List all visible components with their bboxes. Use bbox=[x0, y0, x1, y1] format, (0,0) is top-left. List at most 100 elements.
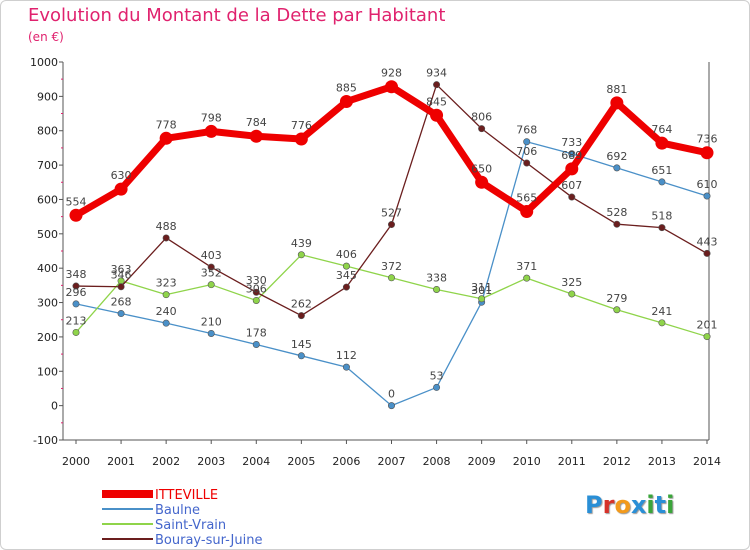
data-point bbox=[475, 175, 489, 189]
data-point bbox=[703, 333, 711, 341]
legend-label: Saint-Vrain bbox=[155, 518, 226, 533]
logo-letter: x bbox=[630, 491, 647, 519]
data-label: 325 bbox=[561, 276, 582, 289]
data-label: 306 bbox=[246, 282, 267, 295]
x-tick-label: 2007 bbox=[378, 455, 406, 468]
legend: ITTEVILLEBaulneSaint-VrainBouray-sur-Jui… bbox=[102, 488, 262, 548]
data-label: 311 bbox=[471, 281, 492, 294]
y-tick-label: 900 bbox=[37, 90, 58, 103]
data-point bbox=[613, 164, 621, 172]
data-label: 345 bbox=[336, 269, 357, 282]
data-point bbox=[207, 329, 215, 337]
data-point bbox=[249, 129, 263, 143]
data-point bbox=[523, 159, 531, 167]
data-labels: 296 268 240 210 178 145 112 0 53 301 768 733 692 651 6… bbox=[66, 67, 718, 401]
x-tick-label: 2001 bbox=[107, 455, 135, 468]
data-point bbox=[658, 224, 666, 232]
x-tick-label: 2009 bbox=[468, 455, 496, 468]
x-tick-label: 2002 bbox=[152, 455, 180, 468]
data-point bbox=[430, 108, 444, 122]
data-label: 145 bbox=[291, 338, 312, 351]
logo-letter: o bbox=[614, 491, 631, 519]
data-label: 352 bbox=[201, 267, 222, 280]
axes: -100 0 100 200 300 400 500 600 700 800 900 1000 2000… bbox=[30, 56, 721, 468]
data-point bbox=[342, 283, 350, 291]
data-label: 443 bbox=[697, 235, 718, 248]
chart-title: Evolution du Montant de la Dette par Hab… bbox=[28, 5, 446, 26]
data-label: 733 bbox=[561, 136, 582, 149]
data-label: 610 bbox=[697, 178, 718, 191]
data-label: 338 bbox=[426, 271, 447, 284]
data-point bbox=[339, 95, 353, 109]
data-point bbox=[294, 132, 308, 146]
x-tick-label: 2012 bbox=[603, 455, 631, 468]
data-point bbox=[658, 178, 666, 186]
data-label: 764 bbox=[651, 123, 672, 136]
data-label: 934 bbox=[426, 67, 447, 80]
data-point bbox=[207, 281, 215, 289]
data-label: 348 bbox=[66, 268, 87, 281]
data-point bbox=[433, 285, 441, 293]
data-point bbox=[700, 146, 714, 160]
logo-letter: t bbox=[654, 491, 667, 519]
data-label: 210 bbox=[201, 315, 222, 328]
data-label: 778 bbox=[156, 118, 177, 131]
series-lines bbox=[69, 80, 714, 410]
data-point bbox=[658, 319, 666, 327]
data-point bbox=[342, 262, 350, 270]
y-tick-label: 400 bbox=[37, 262, 58, 275]
data-label: 651 bbox=[651, 164, 672, 177]
legend-label: Bouray-sur-Juine bbox=[155, 533, 262, 548]
data-point bbox=[568, 193, 576, 201]
data-label: 806 bbox=[471, 111, 492, 124]
data-point bbox=[523, 274, 531, 282]
logo-letter: i bbox=[666, 491, 675, 519]
data-label: 518 bbox=[651, 210, 672, 223]
data-label: 689 bbox=[561, 149, 582, 162]
data-label: 565 bbox=[516, 191, 537, 204]
data-label: 178 bbox=[246, 326, 267, 339]
data-label: 650 bbox=[471, 162, 492, 175]
data-point bbox=[568, 290, 576, 298]
data-label: 554 bbox=[66, 195, 87, 208]
data-point bbox=[385, 80, 398, 94]
data-label: 241 bbox=[651, 305, 672, 318]
data-label: 268 bbox=[111, 296, 132, 309]
data-point bbox=[703, 192, 711, 200]
data-label: 881 bbox=[606, 83, 627, 96]
y-tick-label: 0 bbox=[51, 400, 58, 413]
proxiti-logo: Proxiti bbox=[585, 491, 674, 519]
data-point bbox=[162, 291, 170, 299]
x-tick-label: 2000 bbox=[62, 455, 90, 468]
data-label: 296 bbox=[66, 286, 87, 299]
data-point bbox=[162, 319, 170, 327]
x-tick-label: 2014 bbox=[693, 455, 721, 468]
data-point bbox=[117, 283, 125, 291]
data-label: 201 bbox=[697, 319, 718, 332]
data-label: 885 bbox=[336, 82, 357, 95]
legend-label: ITTEVILLE bbox=[155, 488, 218, 503]
data-label: 240 bbox=[156, 305, 177, 318]
data-label: 768 bbox=[516, 124, 537, 137]
data-label: 363 bbox=[111, 263, 132, 276]
chart-subtitle: (en €) bbox=[28, 30, 64, 44]
y-tick-label: 600 bbox=[37, 193, 58, 206]
x-tick-label: 2008 bbox=[423, 455, 451, 468]
data-point bbox=[433, 81, 441, 89]
data-point bbox=[613, 220, 621, 228]
data-point bbox=[433, 383, 441, 391]
data-label: 323 bbox=[156, 277, 177, 290]
data-point bbox=[565, 162, 579, 176]
x-tick-label: 2005 bbox=[287, 455, 315, 468]
data-label: 301 bbox=[471, 284, 492, 297]
data-label: 330 bbox=[246, 274, 267, 287]
x-tick-label: 2003 bbox=[197, 455, 225, 468]
data-label: 784 bbox=[246, 116, 267, 129]
y-tick-label: 700 bbox=[37, 159, 58, 172]
data-point bbox=[72, 328, 80, 336]
data-label: 112 bbox=[336, 349, 357, 362]
data-point bbox=[252, 296, 260, 304]
legend-label: Baulne bbox=[155, 503, 200, 518]
data-point bbox=[297, 352, 305, 360]
data-point bbox=[159, 131, 173, 145]
